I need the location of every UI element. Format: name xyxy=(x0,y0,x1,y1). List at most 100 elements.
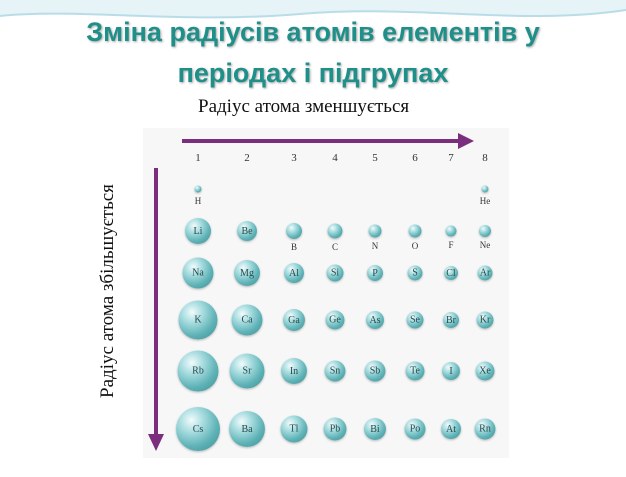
column-number: 7 xyxy=(448,152,454,164)
atom-symbol: S xyxy=(412,267,418,279)
atom-ge: Ge xyxy=(325,310,345,330)
atom-symbol: In xyxy=(289,365,299,377)
atom-symbol: Li xyxy=(193,225,203,237)
column-number: 4 xyxy=(332,152,338,164)
atom-symbol: H xyxy=(194,195,202,206)
atom-symbol: Tl xyxy=(289,423,299,435)
atom-ga: Ga xyxy=(283,309,305,331)
atom-symbol: At xyxy=(446,423,456,435)
atom-ca: Ca xyxy=(231,304,263,336)
atom-sb: Sb xyxy=(364,360,386,382)
atom-symbol: Al xyxy=(289,267,299,279)
atom-symbol: As xyxy=(369,314,381,326)
atom-symbol: F xyxy=(448,239,454,250)
atom-symbol: I xyxy=(449,365,453,377)
atom-br: Br xyxy=(443,312,459,328)
atom-pb: Pb xyxy=(323,417,347,441)
atom-symbol: K xyxy=(194,314,202,326)
atom-sn: Sn xyxy=(324,360,346,382)
atom-symbol: Cs xyxy=(192,423,204,435)
right-arrow-icon xyxy=(182,133,474,149)
atom-c xyxy=(327,223,343,239)
slide-title-line-2: періодах і підгрупах xyxy=(177,58,449,88)
atom-si: Si xyxy=(326,264,344,282)
atom-po: Po xyxy=(404,418,426,440)
atom-h xyxy=(194,185,202,193)
atom-k: K xyxy=(178,300,218,340)
atom-o xyxy=(408,224,422,238)
atom-te: Te xyxy=(405,361,425,381)
atom-ne xyxy=(479,225,491,237)
atom-kr: Kr xyxy=(476,311,494,329)
atom-symbol: Si xyxy=(330,267,340,279)
atom-symbol: Ga xyxy=(288,314,300,326)
column-number: 8 xyxy=(482,152,488,164)
atom-symbol: He xyxy=(479,195,491,206)
column-number: 6 xyxy=(412,152,418,164)
atom-symbol: Pb xyxy=(329,423,341,435)
atom-symbol: Ca xyxy=(241,314,253,326)
atom-symbol: O xyxy=(411,240,419,251)
atom-ba: Ba xyxy=(229,411,265,447)
atom-symbol: Ar xyxy=(479,267,491,279)
atom-symbol: Mg xyxy=(240,267,254,279)
atom-symbol: Ge xyxy=(329,314,341,326)
atom-b xyxy=(286,223,302,239)
atom-na: Na xyxy=(182,257,214,289)
column-number: 2 xyxy=(244,152,250,164)
atom-symbol: Na xyxy=(192,267,204,279)
atom-i: I xyxy=(442,362,460,380)
atom-li: Li xyxy=(185,218,211,244)
atom-xe: Xe xyxy=(475,361,495,381)
atom-symbol: N xyxy=(371,240,379,251)
atom-symbol: B xyxy=(290,242,298,252)
atom-al: Al xyxy=(284,263,304,283)
atom-symbol: Sr xyxy=(242,365,252,377)
atom-tl: Tl xyxy=(280,415,308,443)
header-wave-decoration xyxy=(0,0,626,19)
atom-n xyxy=(368,224,382,238)
atom-rn: Rn xyxy=(474,418,496,440)
atom-radius-panel: 1 2 3 4 5 6 7 8 H He Li Be B C N O F Ne Na Mg Al Si P S Cl Ar K Ca G… xyxy=(143,128,509,458)
atom-symbol: Sb xyxy=(369,365,381,377)
atom-rb: Rb xyxy=(177,350,219,392)
atom-mg: Mg xyxy=(234,260,260,286)
atom-sr: Sr xyxy=(229,353,265,389)
atom-symbol: C xyxy=(331,241,339,252)
atom-symbol: Ne xyxy=(479,240,491,250)
atom-in: In xyxy=(281,358,307,384)
atom-symbol: Po xyxy=(409,423,421,435)
atom-s: S xyxy=(407,265,423,281)
column-number: 1 xyxy=(195,152,201,164)
atom-ar: Ar xyxy=(477,265,493,281)
atom-symbol: Cl xyxy=(446,267,456,279)
atom-symbol: Bi xyxy=(370,423,380,435)
atom-symbol: Rb xyxy=(192,365,204,377)
column-number: 3 xyxy=(291,152,297,164)
atom-f xyxy=(445,225,457,237)
atom-symbol: Rn xyxy=(479,423,491,435)
slide-title-line-1: Зміна радіусів атомів елементів у xyxy=(86,17,540,47)
atom-symbol: Be xyxy=(241,225,253,237)
atom-symbol: Ba xyxy=(241,423,253,435)
atom-symbol: Sn xyxy=(329,365,341,377)
slide-title: Зміна радіусів атомів елементів у період… xyxy=(0,12,626,94)
atom-symbol: Br xyxy=(446,314,456,326)
down-arrow-icon xyxy=(148,168,164,451)
atom-at: At xyxy=(441,419,461,439)
atom-symbol: Se xyxy=(410,314,420,326)
atom-cl: Cl xyxy=(444,266,458,280)
atom-cs: Cs xyxy=(176,407,220,451)
atom-bi: Bi xyxy=(364,418,386,440)
atom-symbol: Xe xyxy=(479,365,491,377)
atom-symbol: Te xyxy=(410,365,420,377)
atom-se: Se xyxy=(406,311,424,329)
atom-symbol: P xyxy=(372,267,378,279)
atom-as: As xyxy=(366,311,384,329)
atom-p: P xyxy=(367,265,383,281)
atom-be: Be xyxy=(237,221,257,241)
horizontal-trend-label: Радіус атома зменшується xyxy=(198,96,410,117)
column-number: 5 xyxy=(372,152,378,164)
atom-he xyxy=(481,185,489,193)
